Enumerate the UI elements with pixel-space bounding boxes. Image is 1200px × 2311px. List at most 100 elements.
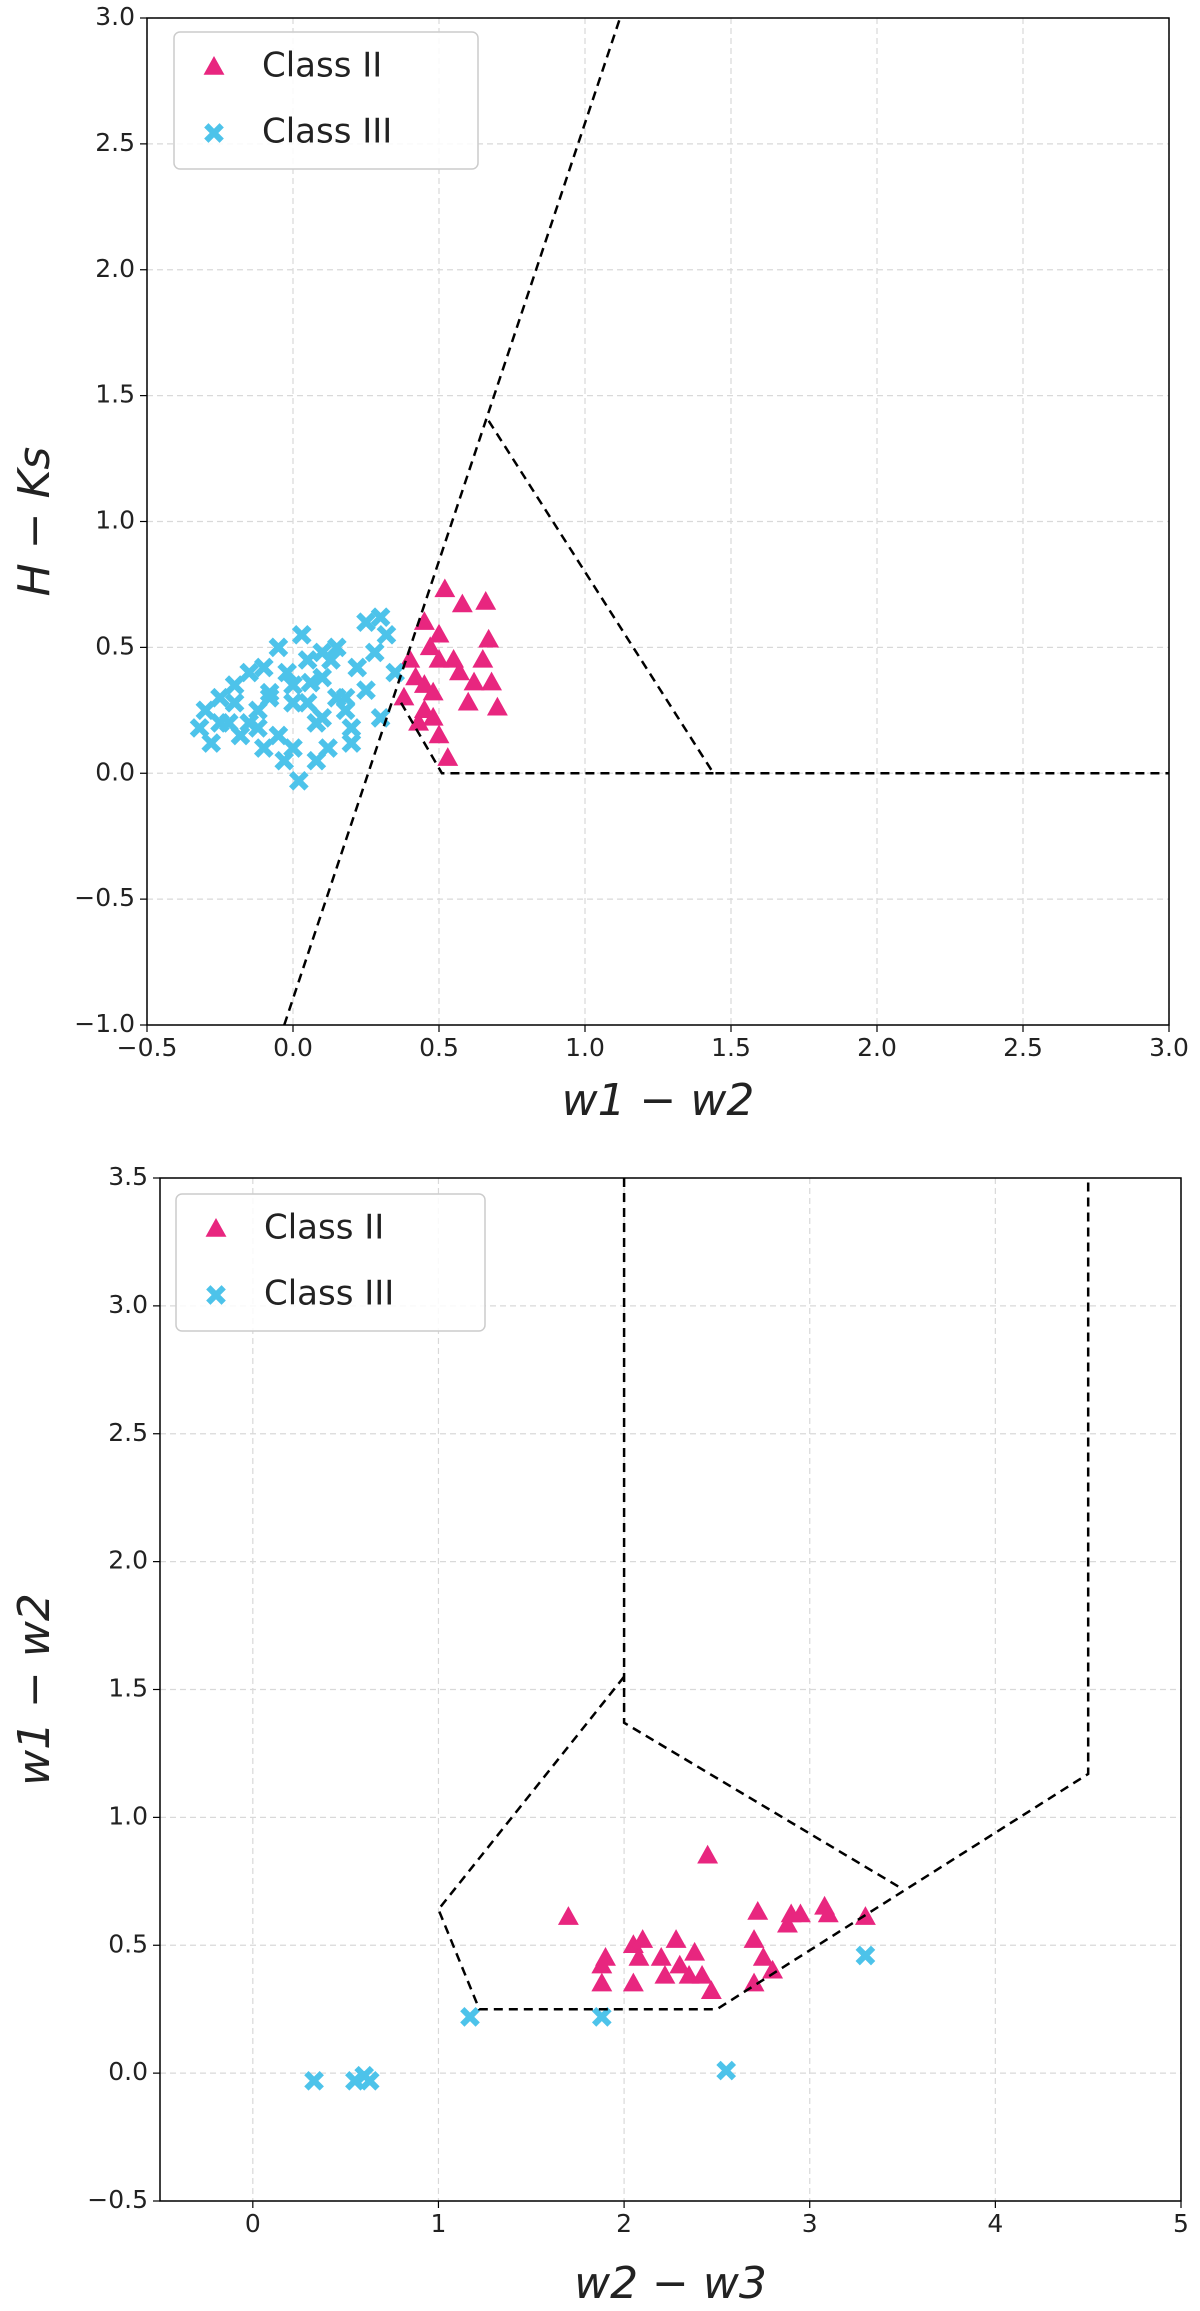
point [419, 636, 441, 656]
point [312, 642, 333, 663]
point [481, 671, 503, 691]
y-axis-label: H − Ks [9, 447, 60, 597]
boundary-line [399, 702, 714, 775]
point [422, 706, 444, 726]
point [195, 700, 216, 721]
legend-marker [204, 123, 224, 143]
point [408, 711, 430, 731]
x-tick-label: −0.5 [117, 1033, 178, 1062]
y-tick-label: −0.5 [74, 883, 135, 912]
point [253, 657, 274, 678]
legend-label: Class II [264, 1208, 384, 1248]
point [697, 1844, 719, 1864]
x-tick-label: 0 [245, 2209, 261, 2238]
point [253, 738, 274, 758]
y-tick-label: 2.0 [108, 1546, 148, 1575]
x-tick-label: 0.0 [273, 1033, 313, 1062]
point [326, 637, 347, 658]
point [448, 661, 470, 681]
point [259, 687, 280, 708]
point [268, 637, 289, 658]
point [359, 2070, 380, 2091]
point [654, 1964, 676, 1984]
point [428, 724, 450, 744]
point [669, 1954, 691, 1974]
legend-box [175, 1193, 486, 1332]
point [297, 650, 318, 670]
point [486, 696, 508, 716]
point [413, 611, 435, 630]
point [283, 675, 303, 695]
legend-label: Class II [262, 46, 382, 86]
y-tick-label: 2.5 [95, 128, 135, 157]
boundary-line [622, 1178, 904, 1891]
point [306, 750, 327, 771]
point [428, 648, 450, 668]
point [239, 662, 260, 683]
y-axis-label: w1 − w2 [9, 1593, 60, 1786]
point [650, 1947, 672, 1966]
point [665, 1929, 687, 1948]
plot-frame [159, 1177, 1182, 2202]
point [413, 674, 435, 693]
point [376, 624, 397, 645]
y-tick-label: −0.5 [87, 2185, 148, 2214]
point [370, 607, 391, 628]
y-tick-label: 0.0 [108, 2057, 148, 2086]
point [472, 648, 494, 668]
point [224, 692, 245, 713]
point [437, 747, 459, 766]
point [743, 1929, 765, 1948]
point [622, 1972, 644, 1992]
plot-frame [146, 17, 1170, 1026]
point [557, 1906, 579, 1925]
point [283, 692, 303, 713]
point [632, 1929, 654, 1948]
point [341, 718, 362, 738]
point [356, 612, 376, 633]
point [463, 671, 485, 691]
y-tick-label: 3.0 [95, 2, 135, 31]
legend-marker [203, 56, 225, 75]
point [428, 623, 450, 643]
point [777, 1913, 798, 1933]
point [248, 718, 268, 738]
point [684, 1941, 706, 1961]
y-tick-label: −1.0 [74, 1009, 135, 1038]
y-tick-label: 1.5 [108, 1674, 148, 1703]
point [224, 675, 245, 695]
point [591, 2007, 612, 2027]
point [277, 662, 297, 683]
y-tick-label: 3.0 [108, 1290, 148, 1319]
point [300, 672, 321, 693]
point [478, 628, 500, 648]
point [312, 708, 333, 728]
boundary-line [487, 420, 1169, 775]
y-tick-label: 0.0 [95, 757, 135, 786]
point [393, 686, 415, 706]
point [291, 624, 312, 645]
point [716, 2060, 737, 2081]
point [591, 1972, 613, 1992]
x-tick-label: 2.5 [1003, 1033, 1043, 1062]
point [457, 691, 479, 711]
x-tick-label: 2 [616, 2209, 632, 2238]
point [341, 733, 362, 753]
legend-label: Class III [262, 112, 392, 152]
legend-label: Class III [264, 1274, 394, 1314]
point [347, 657, 368, 678]
x-tick-label: 0.5 [419, 1033, 459, 1062]
point [335, 700, 356, 721]
point [691, 1964, 713, 1984]
point [289, 770, 309, 791]
point [189, 718, 210, 738]
point [434, 578, 456, 598]
point [700, 1980, 722, 1999]
point [304, 2070, 324, 2091]
x-tick-label: 1.0 [565, 1033, 605, 1062]
legend-marker [205, 1218, 227, 1237]
y-tick-label: 2.5 [108, 1418, 148, 1447]
point [855, 1945, 876, 1966]
x-tick-label: 1 [431, 2209, 447, 2238]
